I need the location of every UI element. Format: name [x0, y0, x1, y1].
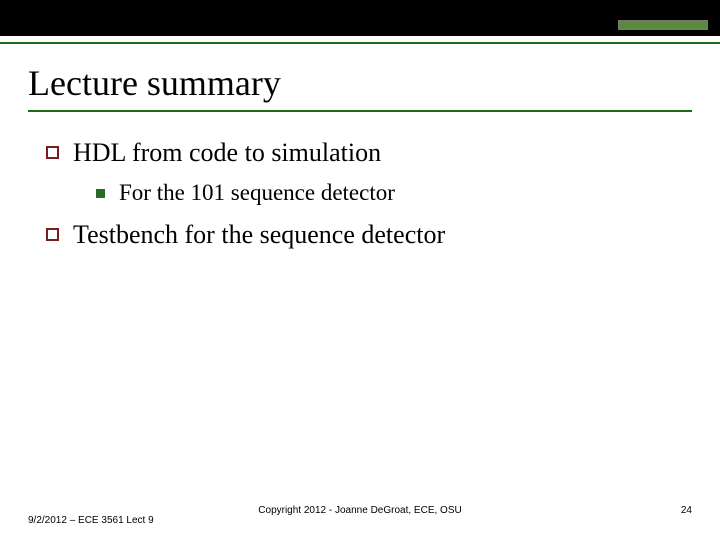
bullet-text: Testbench for the sequence detector — [73, 220, 445, 250]
top-bar — [0, 0, 720, 36]
footer-date: 9/2/2012 – ECE 3561 Lect 9 — [28, 515, 154, 526]
bullet-list: HDL from code to simulation For the 101 … — [28, 138, 692, 250]
list-item: Testbench for the sequence detector — [46, 220, 692, 250]
list-item: HDL from code to simulation — [46, 138, 692, 168]
bullet-text: For the 101 sequence detector — [119, 180, 395, 206]
title-underline — [28, 110, 692, 112]
footer-page-number: 24 — [681, 505, 692, 516]
slide-title: Lecture summary — [28, 62, 692, 104]
square-bullet-icon — [96, 189, 105, 198]
square-bullet-icon — [46, 228, 59, 241]
list-item: For the 101 sequence detector — [96, 180, 692, 206]
slide-content: Lecture summary HDL from code to simulat… — [0, 44, 720, 250]
footer-copyright: Copyright 2012 - Joanne DeGroat, ECE, OS… — [258, 505, 461, 516]
bullet-text: HDL from code to simulation — [73, 138, 381, 168]
square-bullet-icon — [46, 146, 59, 159]
top-bar-accent — [618, 20, 708, 30]
